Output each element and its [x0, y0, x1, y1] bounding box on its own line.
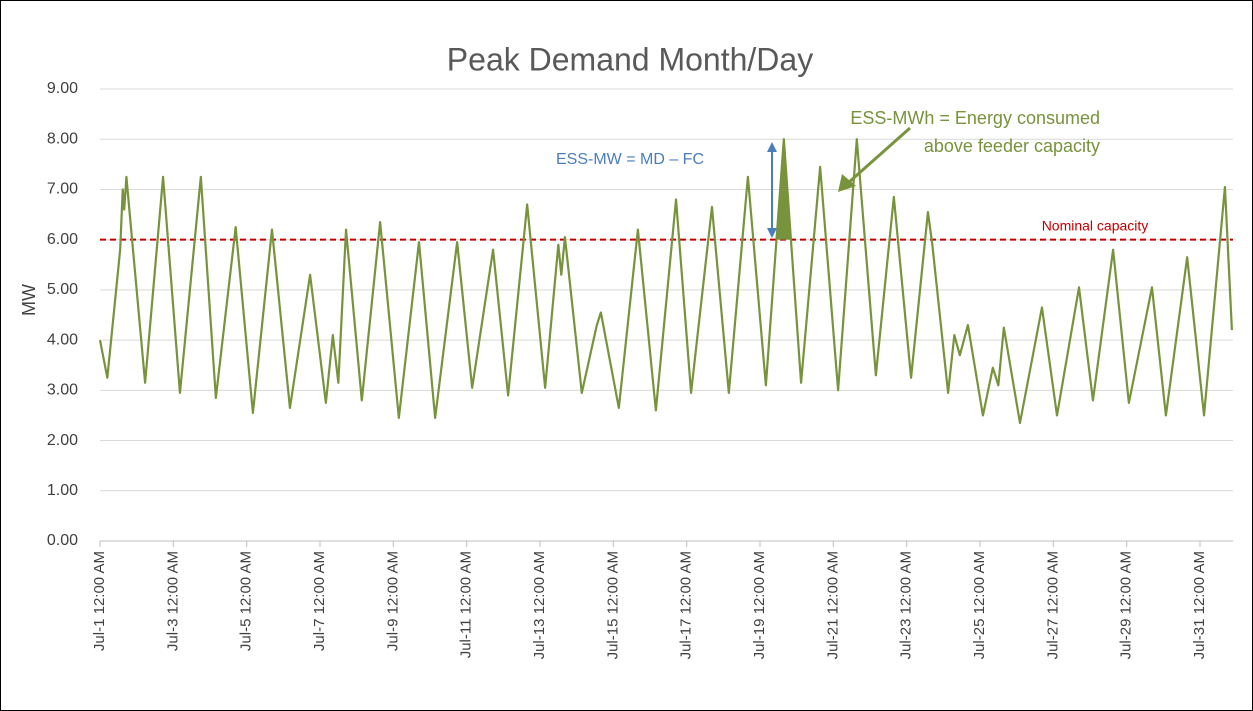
y-tick-label: 3.00	[47, 382, 78, 399]
y-tick-label: 4.00	[47, 331, 78, 348]
annotation: above feeder capacity	[924, 136, 1100, 156]
chart-title: Peak Demand Month/Day	[447, 41, 813, 77]
y-tick-label: 1.00	[47, 482, 78, 499]
x-tick-label: Jul-13 12:00 AM	[531, 551, 548, 659]
x-tick-label: Jul-7 12:00 AM	[311, 551, 328, 651]
y-tick-label: 0.00	[47, 532, 78, 549]
arrow-head	[838, 174, 856, 192]
annotation-arrow	[847, 126, 911, 185]
x-tick-label: Jul-15 12:00 AM	[604, 551, 621, 659]
y-tick-label: 8.00	[47, 130, 78, 147]
x-tick-label: Jul-23 12:00 AM	[898, 551, 915, 659]
arrow-head	[767, 142, 777, 152]
x-tick-label: Jul-31 12:00 AM	[1191, 551, 1208, 659]
x-tick-label: Jul-1 12:00 AM	[91, 551, 108, 651]
x-tick-label: Jul-17 12:00 AM	[678, 551, 695, 659]
x-tick-label: Jul-9 12:00 AM	[384, 551, 401, 651]
x-tick-label: Jul-21 12:00 AM	[824, 551, 841, 659]
x-tick-label: Jul-5 12:00 AM	[238, 551, 255, 651]
arrow-head	[767, 228, 777, 238]
y-axis-label: MW	[19, 284, 39, 316]
annotation: ESS-MWh = Energy consumed	[850, 108, 1100, 128]
x-tick-label: Jul-19 12:00 AM	[751, 551, 768, 659]
x-tick-label: Jul-11 12:00 AM	[458, 551, 475, 658]
y-tick-label: 6.00	[47, 231, 78, 248]
y-tick-label: 5.00	[47, 281, 78, 298]
y-tick-label: 2.00	[47, 432, 78, 449]
x-tick-label: Jul-3 12:00 AM	[164, 551, 181, 651]
annotation: ESS-MW = MD – FC	[556, 151, 704, 168]
x-tick-label: Jul-25 12:00 AM	[971, 551, 988, 659]
series-line	[98, 138, 1233, 425]
capacity-label: Nominal capacity	[1042, 217, 1149, 233]
x-tick-label: Jul-27 12:00 AM	[1044, 551, 1061, 659]
x-tick-label: Jul-29 12:00 AM	[1118, 551, 1135, 659]
y-tick-label: 7.00	[47, 181, 78, 198]
energy-area	[776, 139, 791, 240]
y-tick-label: 9.00	[47, 80, 78, 97]
